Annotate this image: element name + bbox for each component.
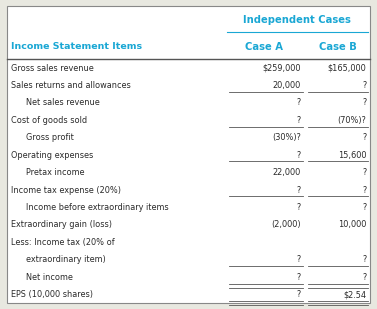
Text: ?: ?: [297, 255, 301, 264]
Text: Gross profit: Gross profit: [26, 133, 74, 142]
Text: (2,000): (2,000): [271, 221, 301, 230]
Text: Gross sales revenue: Gross sales revenue: [11, 64, 93, 73]
Text: 22,000: 22,000: [273, 168, 301, 177]
Text: Case B: Case B: [319, 42, 356, 52]
Text: (30%)?: (30%)?: [272, 133, 301, 142]
Text: ?: ?: [297, 203, 301, 212]
Text: ?: ?: [297, 151, 301, 160]
Text: ?: ?: [362, 255, 366, 264]
Text: Net sales revenue: Net sales revenue: [26, 99, 100, 108]
Text: ?: ?: [297, 186, 301, 195]
Text: ?: ?: [362, 99, 366, 108]
Text: Sales returns and allowances: Sales returns and allowances: [11, 81, 130, 90]
Text: Income Statement Items: Income Statement Items: [11, 42, 142, 51]
Text: Independent Cases: Independent Cases: [243, 15, 351, 25]
Text: Cost of goods sold: Cost of goods sold: [11, 116, 87, 125]
Text: $259,000: $259,000: [262, 64, 301, 73]
Text: $165,000: $165,000: [328, 64, 366, 73]
Text: ?: ?: [362, 273, 366, 282]
Text: ?: ?: [297, 290, 301, 299]
Text: Operating expenses: Operating expenses: [11, 151, 93, 160]
Text: ?: ?: [362, 186, 366, 195]
Text: ?: ?: [362, 168, 366, 177]
Text: Net income: Net income: [26, 273, 72, 282]
Text: ?: ?: [362, 133, 366, 142]
Text: Less: Income tax (20% of: Less: Income tax (20% of: [11, 238, 114, 247]
Text: 20,000: 20,000: [273, 81, 301, 90]
Text: extraordinary item): extraordinary item): [26, 255, 106, 264]
Text: EPS (10,000 shares): EPS (10,000 shares): [11, 290, 93, 299]
Text: Income before extraordinary items: Income before extraordinary items: [26, 203, 168, 212]
Text: Case A: Case A: [245, 42, 283, 52]
Text: ?: ?: [362, 81, 366, 90]
Text: (70%)?: (70%)?: [337, 116, 366, 125]
Text: 10,000: 10,000: [338, 221, 366, 230]
Text: Pretax income: Pretax income: [26, 168, 84, 177]
Text: Income tax expense (20%): Income tax expense (20%): [11, 186, 121, 195]
Text: ?: ?: [297, 116, 301, 125]
Text: ?: ?: [362, 203, 366, 212]
Text: Extraordinary gain (loss): Extraordinary gain (loss): [11, 221, 112, 230]
Text: $2.54: $2.54: [343, 290, 366, 299]
Text: ?: ?: [297, 99, 301, 108]
Text: 15,600: 15,600: [338, 151, 366, 160]
Text: ?: ?: [297, 273, 301, 282]
